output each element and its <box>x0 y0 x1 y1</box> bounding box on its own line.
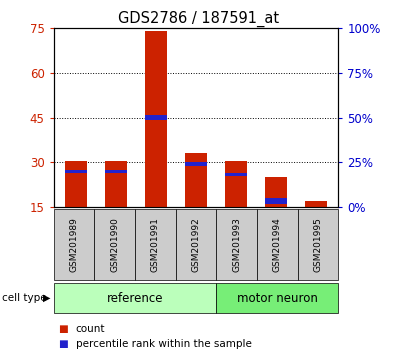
Bar <box>145 31 167 207</box>
Text: GDS2786 / 187591_at: GDS2786 / 187591_at <box>119 11 279 27</box>
Text: GSM201995: GSM201995 <box>314 217 322 272</box>
Bar <box>65 170 87 173</box>
Bar <box>305 201 327 207</box>
Text: GSM201989: GSM201989 <box>70 217 78 272</box>
Text: ■: ■ <box>58 324 67 333</box>
Bar <box>105 161 127 207</box>
Text: count: count <box>76 324 105 333</box>
Bar <box>225 161 247 207</box>
Bar <box>305 208 327 212</box>
Text: GSM201994: GSM201994 <box>273 217 282 272</box>
Bar <box>145 115 167 120</box>
Bar <box>225 172 247 176</box>
Text: ▶: ▶ <box>43 293 51 303</box>
Text: ■: ■ <box>58 339 67 349</box>
Bar <box>185 162 207 166</box>
Bar <box>265 177 287 207</box>
Bar <box>65 161 87 207</box>
Text: reference: reference <box>107 292 163 305</box>
Text: GSM201991: GSM201991 <box>151 217 160 272</box>
Bar <box>185 154 207 207</box>
Text: GSM201993: GSM201993 <box>232 217 241 272</box>
Text: GSM201990: GSM201990 <box>110 217 119 272</box>
Text: cell type: cell type <box>2 293 47 303</box>
Text: percentile rank within the sample: percentile rank within the sample <box>76 339 252 349</box>
Text: GSM201992: GSM201992 <box>191 217 201 272</box>
Bar <box>265 199 287 204</box>
Bar <box>105 170 127 173</box>
Text: motor neuron: motor neuron <box>237 292 318 305</box>
